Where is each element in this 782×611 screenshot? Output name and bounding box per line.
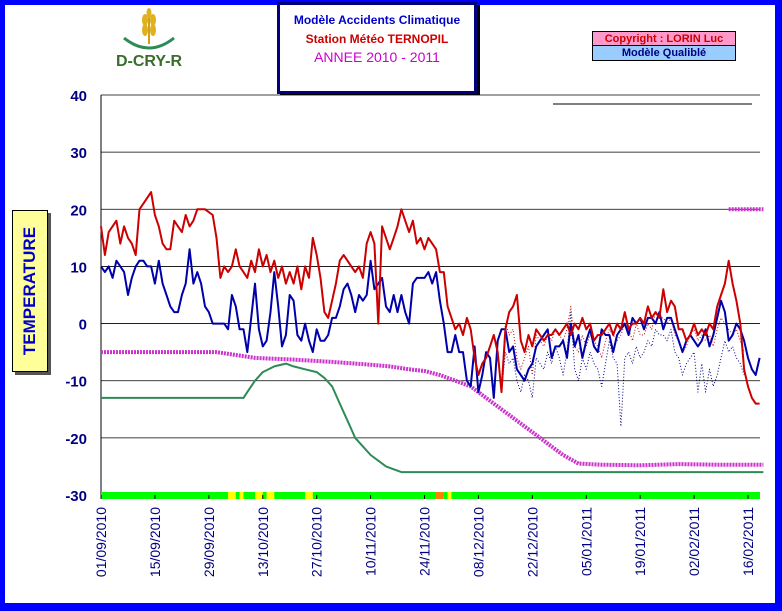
y-axis-label-box: TEMPERATURE <box>12 210 48 372</box>
wheat-hands-logo-icon <box>123 8 175 50</box>
series-line-tmin_dotted <box>501 311 745 427</box>
chart-title-station: Station Météo TERNOPIL <box>305 32 449 46</box>
status-segment <box>262 492 267 499</box>
x-tick-label: 19/01/2011 <box>632 507 648 576</box>
status-segment <box>436 492 444 499</box>
y-tick-label: -30 <box>65 488 87 505</box>
x-tick-label: 02/02/2011 <box>686 507 702 576</box>
y-tick-label: 40 <box>70 88 87 105</box>
y-tick-label: -20 <box>65 431 87 448</box>
logo-text: D-CRY-R <box>115 53 183 70</box>
status-segment <box>312 492 437 499</box>
x-tick-label: 22/12/2010 <box>524 507 540 577</box>
x-tick-label: 08/12/2010 <box>470 507 486 577</box>
status-segment <box>239 492 244 499</box>
status-segment <box>305 492 313 499</box>
y-tick-label: 20 <box>70 202 87 219</box>
chart-title-model: Modèle Accidents Climatique <box>293 13 461 27</box>
title-box: Modèle Accidents Climatique Station Mété… <box>277 2 477 94</box>
y-tick-label: 30 <box>70 145 87 162</box>
series-line-ground <box>101 362 764 474</box>
chart-title-year: ANNEE 2010 - 2011 <box>314 49 440 65</box>
plot-area <box>101 95 760 495</box>
status-segment <box>101 492 229 499</box>
status-segment <box>235 492 240 499</box>
x-tick-label: 01/09/2010 <box>93 507 109 577</box>
y-tick-label: 10 <box>70 259 87 276</box>
status-segment <box>447 492 452 499</box>
model-badge: Modèle Qualiblé <box>592 45 736 61</box>
x-tick-label: 29/09/2010 <box>201 507 217 577</box>
x-tick-label: 13/10/2010 <box>255 507 271 577</box>
series-line-tmin <box>100 248 761 399</box>
y-tick-label: -10 <box>65 374 87 391</box>
status-segment <box>443 492 448 499</box>
status-segment <box>274 492 306 499</box>
status-segment <box>243 492 256 499</box>
x-tick-label: 16/02/2011 <box>740 507 756 576</box>
logo: D-CRY-R <box>106 8 192 92</box>
status-segment <box>451 492 760 499</box>
series-line-tmax <box>100 191 760 405</box>
x-tick-label: 24/11/2010 <box>417 507 433 576</box>
y-tick-label: 0 <box>79 317 87 334</box>
copyright-badge: Copyright : LORIN Luc <box>592 31 736 47</box>
status-segment <box>255 492 263 499</box>
status-segment <box>266 492 275 499</box>
x-tick-label: 05/01/2011 <box>578 507 594 576</box>
status-segment <box>228 492 236 499</box>
x-tick-label: 15/09/2010 <box>147 507 163 577</box>
x-tick-label: 10/11/2010 <box>363 507 379 576</box>
x-tick-label: 27/10/2010 <box>309 507 325 577</box>
